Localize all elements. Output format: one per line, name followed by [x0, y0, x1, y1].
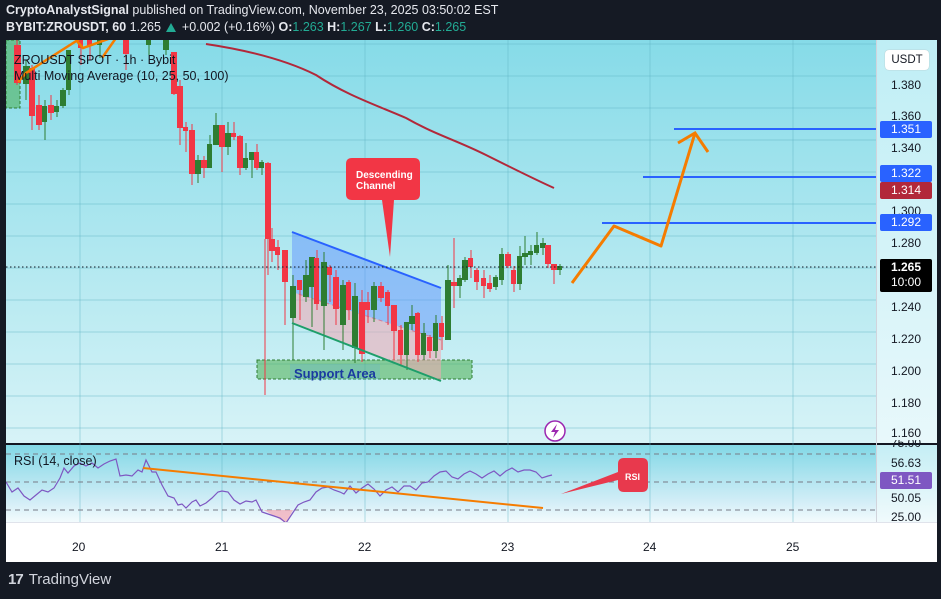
indicator-legend[interactable]: Multi Moving Average (10, 25, 50, 100)	[14, 69, 229, 83]
time-label: 22	[358, 540, 372, 554]
open-value: 1.263	[292, 20, 324, 34]
price-tick: 1.360	[890, 109, 922, 123]
vertical-gridlines	[79, 40, 794, 522]
rsi-tick: 25.00	[890, 510, 922, 524]
moving-average-100-line	[205, 43, 555, 189]
high-value: 1.267	[340, 20, 372, 34]
rsi-line	[6, 458, 553, 524]
rsi-trendline[interactable]	[142, 467, 544, 509]
price-pane[interactable]	[6, 40, 876, 443]
published-text: published on TradingView.com, November 2…	[132, 3, 499, 17]
descending-channel-callout[interactable]	[346, 158, 420, 257]
last-price: 1.265	[129, 20, 161, 34]
rsi-current-tag[interactable]: 51.51	[880, 472, 932, 489]
current-price-value: 1.265	[890, 260, 922, 274]
publisher-line: CryptoAnalystSignal published on Trading…	[6, 3, 498, 17]
brand-name: TradingView	[28, 571, 112, 588]
price-tick: 1.340	[890, 141, 922, 155]
price-tag-1-351[interactable]: 1.351	[880, 121, 932, 138]
channel-upper-fill	[292, 232, 441, 340]
price-tick: 1.220	[890, 332, 922, 346]
currency-button[interactable]: USDT	[885, 50, 929, 70]
lightning-icon[interactable]	[544, 420, 566, 442]
price-tag-1-322[interactable]: 1.322	[880, 165, 932, 182]
price-axis[interactable]	[876, 40, 937, 443]
current-price-tag[interactable]: 1.265 10:00	[880, 259, 932, 292]
close-value: 1.265	[434, 20, 467, 34]
price-tick: 1.200	[890, 364, 922, 378]
time-label: 23	[501, 540, 515, 554]
rsi-tick: 56.63	[890, 456, 922, 470]
descending-channel-label-1: Descending	[356, 170, 413, 181]
tradingview-brand[interactable]: 17 TradingView	[8, 571, 111, 588]
symbol-line: BYBIT:ZROUSDT, 60 1.265 +0.002 (+0.16%) …	[6, 20, 466, 34]
chart-canvas[interactable]: Descending Channel Support Area RSI	[6, 40, 937, 562]
rsi-pane[interactable]	[6, 445, 876, 522]
time-label: 20	[72, 540, 86, 554]
low-value: 1.260	[386, 20, 419, 34]
projection-path-arrow[interactable]	[570, 132, 697, 284]
price-tick: 1.180	[890, 396, 922, 410]
tradingview-logo-icon: 17	[8, 571, 24, 588]
horizontal-gridlines	[6, 43, 876, 429]
time-axis[interactable]	[6, 522, 937, 562]
high-label: H:	[327, 20, 341, 34]
channel-upper-line[interactable]	[291, 231, 442, 289]
time-label: 21	[215, 540, 229, 554]
channel-lower-line[interactable]	[291, 322, 442, 382]
symbol-legend[interactable]: ZROUSDT SPOT · 1h · Bybit	[14, 53, 176, 67]
time-label: 25	[786, 540, 800, 554]
rsi-callout-label: RSI	[625, 472, 640, 482]
close-label: C:	[421, 20, 435, 34]
support-area-label: Support Area	[294, 366, 377, 381]
rsi-tick: 75.00	[890, 440, 922, 449]
price-tick: 1.380	[890, 78, 922, 92]
candlesticks	[14, 40, 562, 395]
up-triangle-icon	[166, 23, 177, 32]
channel-lower-fill	[292, 292, 441, 381]
chart-container[interactable]: Descending Channel Support Area RSI ZROU…	[6, 40, 937, 562]
rsi-tick: 50.05	[890, 491, 922, 505]
descending-channel-label-2: Channel	[356, 181, 396, 192]
rsi-legend[interactable]: RSI (14, close)	[14, 454, 97, 468]
open-label: O:	[278, 20, 293, 34]
publisher-name[interactable]: CryptoAnalystSignal	[6, 3, 129, 17]
price-tick: 1.240	[890, 300, 922, 314]
low-label: L:	[375, 20, 387, 34]
rsi-callout[interactable]	[561, 458, 648, 494]
price-tick: 1.160	[890, 426, 922, 440]
price-change: +0.002 (+0.16%)	[181, 20, 276, 34]
price-tag-1-292[interactable]: 1.292	[880, 214, 932, 231]
candle-countdown: 10:00	[890, 275, 922, 289]
symbol: BYBIT:ZROUSDT, 60	[6, 20, 127, 34]
price-tag-ma-1-314[interactable]: 1.314	[880, 182, 932, 199]
price-tick: 1.280	[890, 236, 922, 250]
time-label: 24	[643, 540, 657, 554]
